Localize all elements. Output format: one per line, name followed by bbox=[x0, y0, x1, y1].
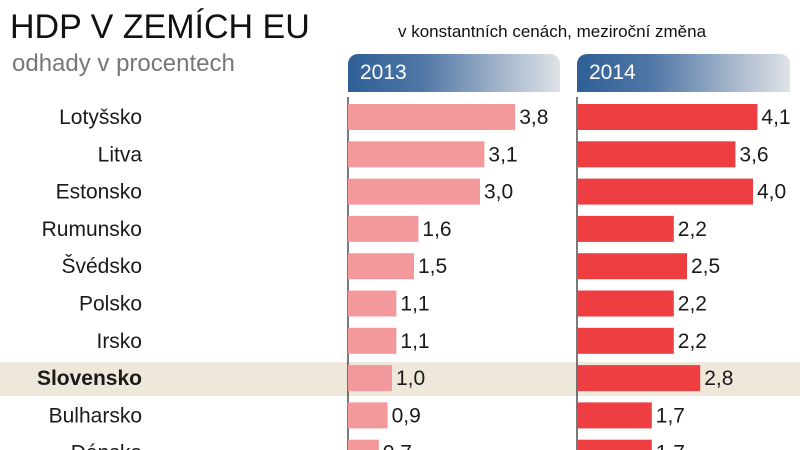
value-label-2014: 2,8 bbox=[704, 367, 733, 390]
category-label: Rumunsko bbox=[42, 218, 142, 241]
value-label-2013: 3,8 bbox=[519, 106, 548, 129]
value-label-2013: 1,0 bbox=[396, 367, 425, 390]
value-label-2014: 3,6 bbox=[739, 143, 768, 166]
bar-2013 bbox=[348, 290, 397, 317]
category-label: Švédsko bbox=[61, 255, 142, 278]
chart-subtitle: odhady v procentech bbox=[12, 50, 235, 77]
bar-2014 bbox=[577, 365, 701, 392]
value-label-2014: 2,2 bbox=[678, 330, 707, 353]
bar-2013 bbox=[348, 104, 516, 130]
value-label-2014: 4,0 bbox=[757, 181, 786, 204]
bar-2013 bbox=[348, 178, 480, 205]
bar-2014 bbox=[577, 178, 753, 205]
bar-2013 bbox=[348, 402, 388, 429]
bar-2014 bbox=[577, 290, 674, 317]
value-label-2013: 3,0 bbox=[484, 181, 513, 204]
value-label-2013: 1,5 bbox=[418, 255, 447, 278]
bar-2013 bbox=[348, 215, 419, 242]
bar-2013 bbox=[348, 327, 397, 354]
category-label: Bulharsko bbox=[49, 404, 142, 427]
bar-2014 bbox=[577, 215, 674, 242]
value-label-2014: 1,7 bbox=[656, 442, 685, 450]
category-label: Dánsko bbox=[71, 442, 142, 450]
bar-2014 bbox=[577, 253, 687, 280]
value-label-2014: 2,2 bbox=[678, 293, 707, 316]
category-label: Estonsko bbox=[56, 181, 142, 204]
value-label-2014: 1,7 bbox=[656, 404, 685, 427]
chart-title: HDP V ZEMÍCH EU bbox=[10, 8, 310, 46]
value-label-2013: 1,1 bbox=[400, 293, 429, 316]
chart-note: v konstantních cenách, meziroční změna bbox=[398, 22, 707, 41]
bar-2014 bbox=[577, 439, 652, 450]
value-label-2014: 2,5 bbox=[691, 255, 720, 278]
value-label-2013: 3,1 bbox=[488, 143, 517, 166]
category-label: Slovensko bbox=[37, 367, 142, 390]
bar-2014 bbox=[577, 327, 674, 354]
value-label-2014: 4,1 bbox=[761, 106, 790, 129]
bar-2014 bbox=[577, 141, 736, 168]
value-label-2013: 1,6 bbox=[422, 218, 451, 241]
value-label-2013: 1,1 bbox=[400, 330, 429, 353]
bar-2013 bbox=[348, 439, 379, 450]
year-header-2013: 2013 bbox=[348, 54, 560, 92]
category-label: Litva bbox=[98, 143, 143, 166]
category-label: Irsko bbox=[96, 330, 142, 353]
bar-2013 bbox=[348, 141, 485, 168]
value-label-2014: 2,2 bbox=[678, 218, 707, 241]
value-label-2013: 0,7 bbox=[383, 442, 412, 450]
bar-2014 bbox=[577, 402, 652, 429]
category-label: Lotyšsko bbox=[59, 106, 142, 129]
bar-2014 bbox=[577, 104, 758, 130]
bar-2013 bbox=[348, 253, 414, 280]
year-header-2014: 2014 bbox=[577, 54, 790, 92]
bar-2013 bbox=[348, 365, 392, 392]
category-label: Polsko bbox=[79, 293, 142, 316]
value-label-2013: 0,9 bbox=[392, 404, 421, 427]
